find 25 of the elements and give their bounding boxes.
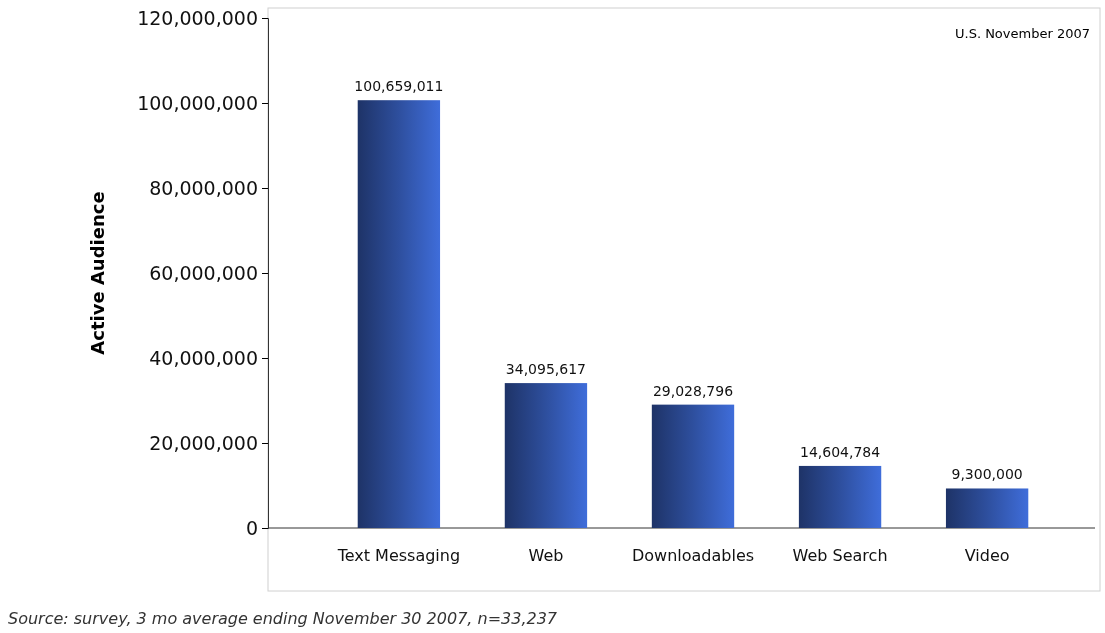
x-tick-label: Downloadables (631, 546, 755, 566)
data-label: 34,095,617 (505, 361, 587, 378)
data-label: 14,604,784 (799, 443, 881, 460)
y-tick-label: 60,000,000 (149, 261, 258, 284)
y-tick-label: 120,000,000 (137, 6, 258, 29)
y-tick-label: 80,000,000 (149, 176, 258, 199)
source-note: Source: survey, 3 mo average ending November 30 2007, n=33,237 (8, 609, 558, 628)
y-tick-label: 0 (245, 516, 258, 539)
bar (357, 100, 441, 528)
x-tick-label: Web Search (792, 546, 888, 566)
x-tick-label: Text Messaging (336, 546, 461, 566)
y-tick-label: 20,000,000 (149, 431, 258, 454)
data-label: 9,300,000 (951, 466, 1023, 483)
data-label: 29,028,796 (652, 382, 734, 399)
bar (798, 465, 882, 528)
data-label: 100,659,011 (354, 78, 444, 95)
bar (945, 488, 1029, 528)
annotation: U.S. November 2007 (954, 26, 1090, 41)
y-tick-label: 40,000,000 (149, 346, 258, 369)
y-axis-title: Active Audience (87, 191, 108, 355)
y-tick-label: 100,000,000 (137, 91, 258, 114)
bar (651, 404, 735, 528)
x-tick-label: Web (528, 546, 564, 566)
x-tick-label: Video (964, 546, 1010, 566)
bar (504, 383, 588, 528)
